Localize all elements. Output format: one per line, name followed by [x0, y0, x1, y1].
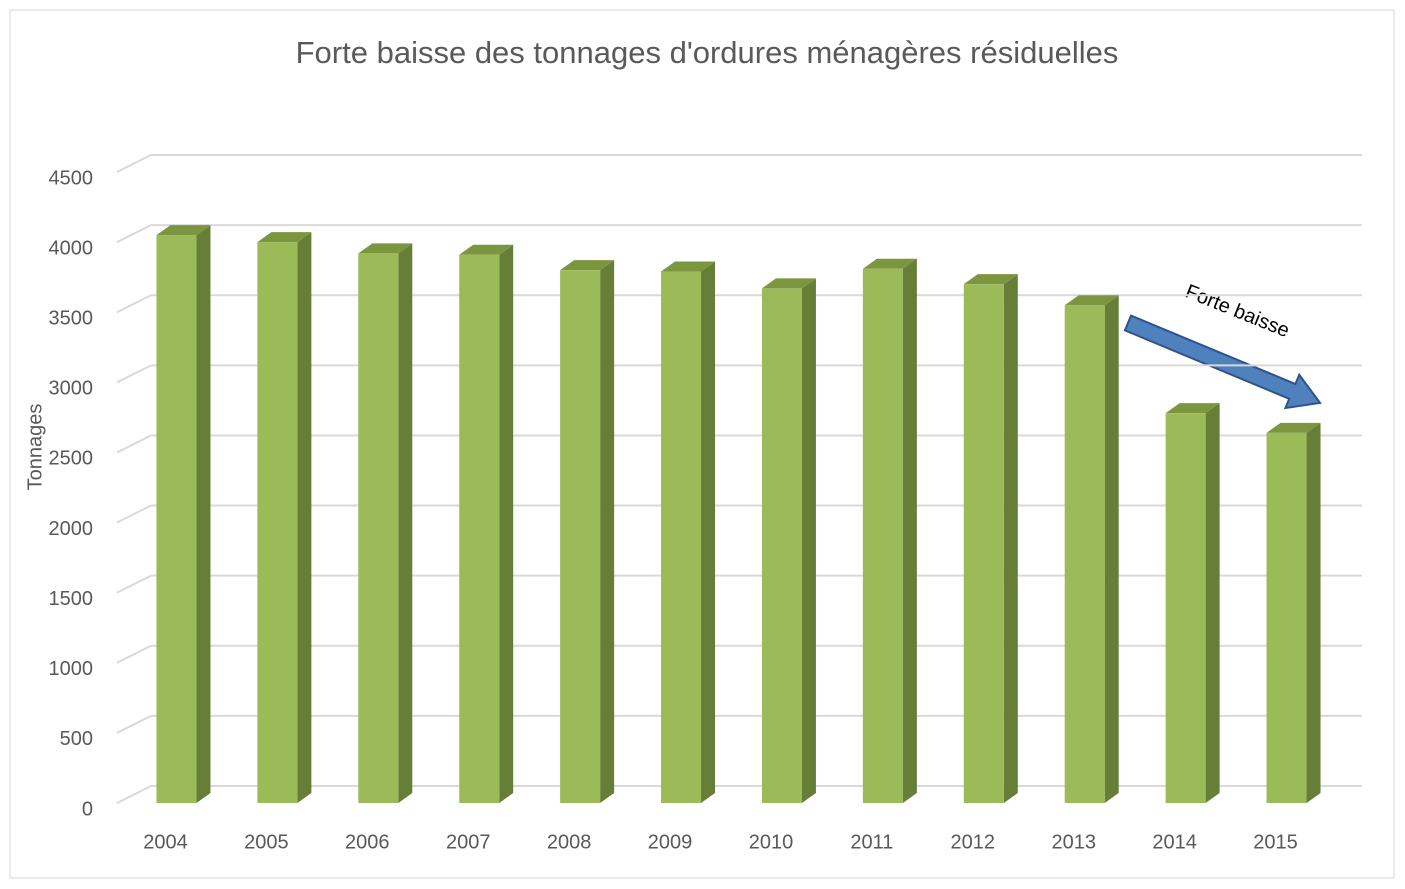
bar-side	[701, 261, 716, 804]
x-tick-label: 2012	[951, 831, 996, 853]
bar	[358, 253, 399, 804]
bar-side	[398, 243, 413, 804]
bar	[1064, 305, 1105, 803]
y-tick-label: 1500	[49, 588, 94, 610]
x-tick-label: 2013	[1051, 831, 1096, 853]
x-tick-label: 2011	[850, 831, 893, 853]
bar-top	[963, 274, 1018, 285]
bar-top	[257, 232, 312, 243]
y-tick-label: 1000	[49, 658, 94, 680]
chart-title: Forte baisse des tonnages d'ordures ména…	[296, 35, 1119, 70]
bar-side	[902, 258, 917, 804]
x-tick-label: 2014	[1152, 831, 1197, 853]
grid-line	[116, 364, 152, 384]
y-tick-label: 4000	[49, 237, 94, 259]
x-tick-label: 2015	[1253, 831, 1298, 853]
bar-side	[801, 278, 816, 804]
bar-side	[1003, 274, 1018, 804]
x-tick-label: 2004	[143, 831, 188, 853]
bar-top	[560, 260, 615, 271]
bar	[963, 284, 1004, 804]
y-tick-label: 3000	[49, 378, 94, 400]
grid-line	[116, 785, 152, 804]
x-tick-label: 2007	[446, 831, 491, 853]
bar-side	[1205, 403, 1220, 803]
grid-line	[116, 504, 152, 524]
bar	[1165, 413, 1206, 803]
grid-line	[116, 434, 152, 454]
grid-line	[116, 154, 152, 173]
bar	[761, 288, 802, 804]
grid-line	[116, 714, 152, 734]
x-tick-label: 2010	[749, 831, 794, 853]
bar	[862, 268, 903, 804]
bar	[156, 235, 197, 804]
bar-top	[661, 261, 716, 272]
bar	[459, 254, 500, 804]
x-tick-label: 2006	[345, 831, 390, 853]
x-tick-label: 2005	[244, 831, 289, 853]
y-tick-label: 2000	[49, 518, 94, 540]
bar	[560, 270, 601, 804]
bar-side	[600, 260, 615, 804]
y-tick-label: 4500	[49, 167, 94, 189]
bar-top	[459, 244, 514, 255]
grid-line	[116, 294, 152, 314]
bar-top	[1266, 422, 1321, 433]
bar-top	[761, 278, 816, 289]
bar-top	[1064, 295, 1119, 306]
grid-line	[116, 644, 152, 664]
y-tick-label: 500	[60, 728, 93, 750]
grid-line	[116, 574, 152, 594]
bar-side	[297, 232, 312, 804]
bar	[1266, 432, 1307, 803]
bar-side	[196, 225, 211, 804]
y-tick-label: 3500	[49, 308, 94, 330]
y-axis-title: Tonnages	[24, 404, 46, 491]
y-tick-label: 2500	[49, 448, 94, 470]
bar	[257, 242, 298, 804]
y-tick-label: 0	[82, 798, 93, 820]
bar-side	[499, 244, 514, 804]
bar-side	[1306, 422, 1321, 803]
grid-line	[116, 224, 152, 244]
bar-side	[1104, 295, 1119, 803]
bar-top	[1165, 403, 1220, 414]
bar-top	[156, 225, 211, 236]
x-tick-label: 2008	[547, 831, 592, 853]
bar-top	[358, 243, 413, 254]
bar	[661, 271, 702, 804]
arrow	[1123, 314, 1322, 410]
x-tick-label: 2009	[648, 831, 693, 853]
bar-top	[862, 258, 917, 269]
